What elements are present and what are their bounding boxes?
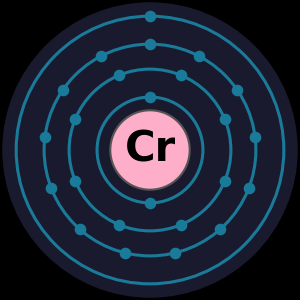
Point xyxy=(122,250,127,255)
Point xyxy=(173,250,178,255)
Point xyxy=(148,14,152,19)
Point xyxy=(148,200,152,205)
Point xyxy=(49,185,53,190)
Point xyxy=(117,222,122,227)
Point xyxy=(77,227,82,232)
Point xyxy=(61,88,65,92)
Circle shape xyxy=(3,3,297,297)
Point xyxy=(73,117,78,122)
Point xyxy=(117,73,122,78)
Point xyxy=(178,73,183,78)
Point xyxy=(43,135,47,140)
Point xyxy=(247,185,251,190)
Point xyxy=(98,54,103,58)
Point xyxy=(235,88,239,92)
Point xyxy=(73,178,78,183)
Point xyxy=(178,222,183,227)
Point xyxy=(253,135,257,140)
Point xyxy=(197,54,202,58)
Point xyxy=(148,42,152,46)
Circle shape xyxy=(110,110,190,190)
Point xyxy=(148,95,152,100)
Point xyxy=(218,227,223,232)
Text: Cr: Cr xyxy=(124,129,176,171)
Point xyxy=(222,178,227,183)
Point xyxy=(222,117,227,122)
